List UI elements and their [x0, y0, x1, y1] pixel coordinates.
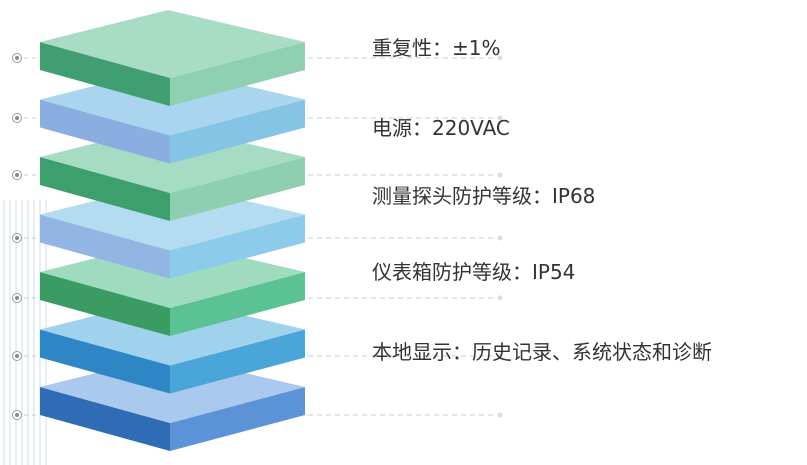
dash-end	[498, 173, 503, 178]
marker-dot	[15, 116, 19, 120]
dash-end	[498, 413, 503, 418]
spec-text: 电源：220VAC	[372, 116, 510, 140]
marker-dot	[15, 173, 19, 177]
marker-dot	[15, 413, 19, 417]
spec-text: 重复性：±1%	[372, 36, 501, 60]
marker-dot	[15, 296, 19, 300]
marker-dot	[15, 236, 19, 240]
dash-end	[498, 296, 503, 301]
dash-end	[498, 236, 503, 241]
spec-text: 仪表箱防护等级：IP54	[372, 260, 575, 284]
spec-text: 测量探头防护等级：IP68	[372, 184, 595, 208]
layer-stack	[0, 0, 807, 465]
spec-diagram: 重复性：±1% 电源：220VAC 测量探头防护等级：IP68 仪表箱防护等级：…	[0, 0, 807, 465]
spec-text: 本地显示：历史记录、系统状态和诊断	[372, 340, 712, 364]
marker-dot	[15, 354, 19, 358]
marker-dot	[15, 56, 19, 60]
